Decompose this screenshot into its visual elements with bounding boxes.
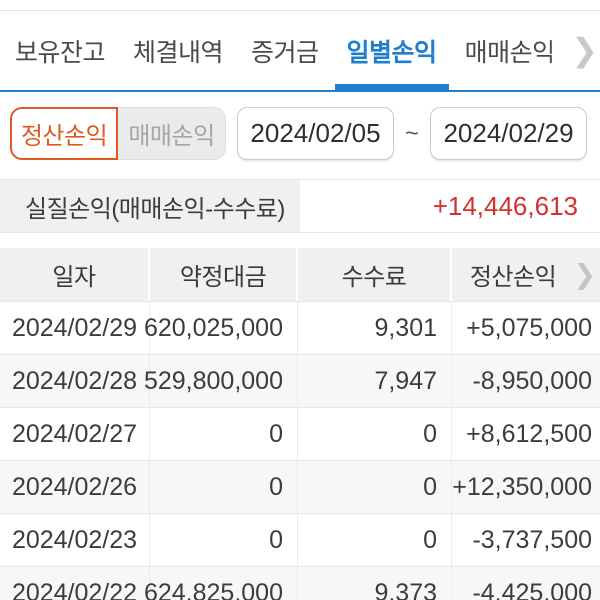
tabs-scroll-more-chevron-icon[interactable]: ❯ [548, 12, 600, 88]
table-header-row: 일자 약정대금 수수료 정산손익 ❯ [0, 248, 600, 301]
table-row[interactable]: 2024/02/28 529,800,000 7,947 -8,950,000 [0, 354, 600, 407]
cell-settlement-pl: -4,425,000 [472, 578, 592, 600]
col-header-date: 일자 [0, 248, 150, 301]
cell-contract-amount: 0 [150, 514, 298, 566]
daily-pl-table: 일자 약정대금 수수료 정산손익 ❯ 2024/02/29 620,025,00… [0, 248, 600, 600]
tab-margin[interactable]: 증거금 [251, 38, 319, 67]
settlement-pl-toggle[interactable]: 정산손익 [10, 107, 118, 160]
top-tab-bar: 보유잔고 체결내역 증거금 일별손익 매매손익 ❯ [0, 10, 600, 92]
filter-bar: 정산손익 매매손익 2024/02/05 ~ 2024/02/29 [0, 92, 600, 175]
cell-settlement-pl: -8,950,000 [472, 366, 592, 395]
cell-fee: 9,301 [298, 302, 452, 354]
cell-contract-amount: 529,800,000 [144, 355, 298, 407]
tab-execution-history[interactable]: 체결내역 [133, 38, 224, 67]
cell-settlement-pl: +12,350,000 [452, 472, 592, 501]
cell-date: 2024/02/27 [0, 408, 150, 460]
date-range-separator: ~ [405, 119, 420, 147]
col-header-settlement-pl: 정산손익 [469, 264, 557, 291]
cell-date: 2024/02/26 [0, 461, 150, 513]
date-from-field[interactable]: 2024/02/05 [237, 107, 394, 160]
trading-pl-toggle[interactable]: 매매손익 [118, 107, 226, 160]
pl-mode-segmented-control: 정산손익 매매손익 [10, 107, 226, 160]
daily-pl-table-body: 2024/02/29 620,025,000 9,301 +5,075,000 … [0, 301, 600, 600]
cell-fee: 0 [298, 461, 452, 513]
table-row[interactable]: 2024/02/22 624,825,000 9,373 -4,425,000 [0, 566, 600, 600]
table-row[interactable]: 2024/02/29 620,025,000 9,301 +5,075,000 [0, 301, 600, 354]
cell-contract-amount: 0 [150, 408, 298, 460]
cell-contract-amount: 0 [150, 461, 298, 513]
table-more-columns-chevron-icon[interactable]: ❯ [573, 259, 596, 289]
col-header-fee: 수수료 [298, 248, 452, 301]
cell-fee: 9,373 [298, 567, 452, 600]
cell-fee: 7,947 [298, 355, 452, 407]
cell-date: 2024/02/23 [0, 514, 150, 566]
cell-date: 2024/02/29 [0, 302, 150, 354]
tab-holdings-balance[interactable]: 보유잔고 [15, 38, 106, 67]
cell-settlement-pl: +8,612,500 [466, 419, 592, 448]
cell-fee: 0 [298, 408, 452, 460]
date-to-field[interactable]: 2024/02/29 [430, 107, 588, 160]
cell-date: 2024/02/22 [0, 567, 150, 600]
real-pl-value: +14,446,613 [432, 190, 578, 221]
table-row[interactable]: 2024/02/26 0 0 +12,350,000 [0, 460, 600, 513]
cell-contract-amount: 624,825,000 [144, 567, 298, 600]
real-pl-label: 실질손익(매매손익-수수료) [0, 180, 300, 232]
col-header-contract-amount: 약정대금 [150, 248, 298, 301]
cell-contract-amount: 620,025,000 [144, 302, 298, 354]
tab-daily-pl[interactable]: 일별손익 [334, 11, 449, 90]
real-pl-value-wrap: +14,446,613 [300, 180, 600, 232]
table-row[interactable]: 2024/02/27 0 0 +8,612,500 [0, 407, 600, 460]
cell-settlement-pl: -3,737,500 [472, 525, 592, 554]
real-pl-summary-row: 실질손익(매매손익-수수료) +14,446,613 [0, 179, 600, 233]
table-row[interactable]: 2024/02/23 0 0 -3,737,500 [0, 513, 600, 566]
cell-settlement-pl: +5,075,000 [466, 313, 592, 342]
cell-fee: 0 [298, 514, 452, 566]
tab-trading-pl[interactable]: 매매손익 [464, 38, 556, 67]
cell-date: 2024/02/28 [0, 355, 150, 407]
